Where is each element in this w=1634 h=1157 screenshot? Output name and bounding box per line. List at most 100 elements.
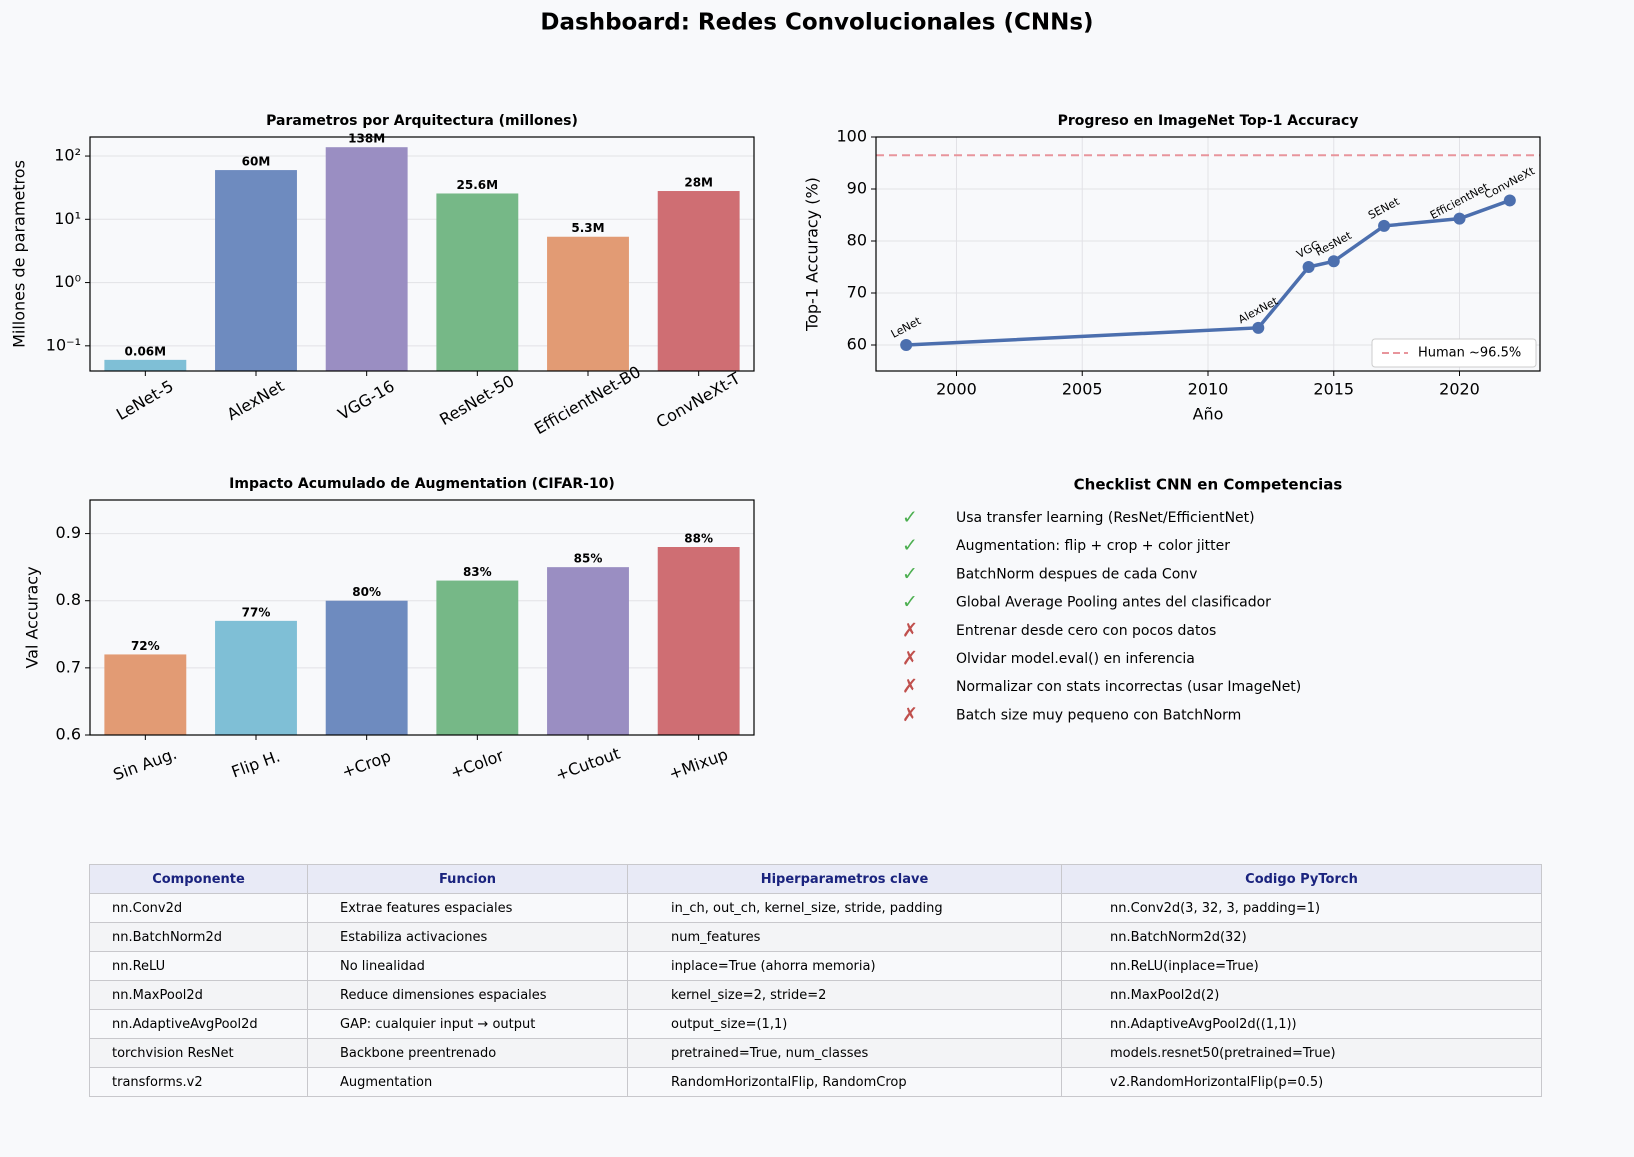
table-cell: nn.BatchNorm2d(32)	[1061, 922, 1542, 952]
table-cell: pretrained=True, num_classes	[627, 1038, 1062, 1068]
bar	[547, 567, 629, 735]
point	[1503, 194, 1516, 207]
column-header: Funcion	[307, 864, 628, 894]
table-cell: nn.AdaptiveAvgPool2d((1,1))	[1061, 1009, 1542, 1039]
table-cell: Estabiliza activaciones	[307, 922, 628, 952]
table-cell: output_size=(1,1)	[627, 1009, 1062, 1039]
table-body: nn.Conv2d Extrae features espaciales in_ch…	[89, 893, 1542, 1097]
bar	[436, 193, 519, 371]
bar	[104, 654, 187, 735]
table-cell: nn.ReLU(inplace=True)	[1061, 951, 1542, 981]
check-mark: ✓	[902, 507, 918, 529]
table-cell: inplace=True (ahorra memoria)	[627, 951, 1062, 981]
table-cell: GAP: cualquier input → output	[307, 1009, 628, 1039]
y-axis-label: Val Accuracy	[23, 566, 42, 668]
dashboard-title: Dashboard: Redes Convolucionales (CNNs)	[540, 10, 1093, 36]
check-item: Normalizar con stats incorrectas (usar I…	[956, 679, 1301, 695]
y-tick-label: 80	[847, 231, 867, 250]
bar	[325, 147, 408, 371]
bar	[436, 580, 519, 735]
y-tick-label: 10⁻¹	[46, 335, 81, 354]
chart-title: Parametros por Arquitectura (millones)	[266, 113, 578, 129]
table-cell: nn.BatchNorm2d	[89, 922, 308, 952]
charts: Dashboard: Redes Convolucionales (CNNs) …	[10, 10, 1541, 785]
point	[1252, 321, 1265, 334]
check-mark: ✓	[902, 563, 918, 585]
x-axis-label: Año	[1193, 405, 1224, 424]
table-cell: num_features	[627, 922, 1062, 952]
value-label: 28M	[684, 176, 713, 190]
check-item: Entrenar desde cero con pocos datos	[956, 623, 1216, 639]
check-item: Global Average Pooling antes del clasifi…	[956, 595, 1271, 611]
x-tick-label: 2000	[936, 380, 977, 399]
check-item: Batch size muy pequeno con BatchNorm	[956, 707, 1241, 723]
x-tick-label: +Color	[448, 746, 507, 783]
table-cell: in_ch, out_ch, kernel_size, stride, padd…	[627, 893, 1062, 923]
table-cell: nn.ReLU	[89, 951, 308, 981]
check-mark: ✓	[902, 591, 918, 613]
table-cell: RandomHorizontalFlip, RandomCrop	[627, 1067, 1062, 1097]
value-label: 60M	[242, 155, 271, 169]
point	[1453, 212, 1466, 225]
value-label: 80%	[352, 585, 381, 599]
table-row: nn.Conv2d Extrae features espaciales in_ch…	[89, 893, 1542, 923]
column-header: Codigo PyTorch	[1061, 864, 1542, 894]
axes-frame	[89, 136, 755, 372]
table-cell: No linealidad	[307, 951, 628, 981]
y-tick-label: 0.9	[56, 523, 81, 542]
x-tick-label: 2005	[1062, 380, 1103, 399]
point	[1327, 255, 1340, 268]
check-item: Usa transfer learning (ResNet/EfficientN…	[956, 510, 1255, 526]
y-tick-label: 10²	[54, 146, 81, 165]
table-row: nn.MaxPool2d Reduce dimensiones espaciale…	[89, 980, 1542, 1010]
table-header: Componente Funcion Hiperparametros clave Co…	[89, 864, 1542, 894]
y-tick-label: 0.8	[56, 590, 81, 609]
y-tick-label: 0.7	[56, 657, 81, 676]
y-tick-label: 0.6	[56, 725, 81, 744]
bar	[547, 236, 629, 371]
table-cell: nn.MaxPool2d(2)	[1061, 980, 1542, 1010]
point-label: SENet	[1366, 195, 1402, 222]
axes-frame	[89, 499, 755, 736]
x-tick-label: 2015	[1313, 380, 1354, 399]
x-tick-label: ConvNeXt-T	[653, 368, 744, 431]
bar	[657, 547, 740, 735]
bar	[215, 170, 297, 371]
check-mark: ✗	[902, 619, 918, 641]
bar	[104, 359, 187, 371]
table-cell: transforms.v2	[89, 1067, 308, 1097]
table-row: nn.ReLU No linealidad inplace=True (ahorra…	[89, 951, 1542, 981]
check-mark: ✗	[902, 676, 918, 698]
table-cell: kernel_size=2, stride=2	[627, 980, 1062, 1010]
x-tick-label: Flip H.	[229, 747, 283, 782]
y-tick-label: 10¹	[54, 209, 81, 228]
table-row: nn.AdaptiveAvgPool2d GAP: cualquier input…	[89, 1009, 1542, 1039]
table-cell: Augmentation	[307, 1067, 628, 1097]
y-tick-label: 10⁰	[54, 272, 81, 291]
x-tick-label: VGG-16	[335, 376, 398, 423]
y-tick-label: 70	[847, 283, 867, 302]
bar	[215, 620, 297, 735]
axes-frame	[875, 136, 1541, 372]
table-row: torchvision ResNet Backbone preentrenado p…	[89, 1038, 1542, 1068]
value-label: 0.06M	[125, 344, 167, 358]
legend-label: Human ~96.5%	[1418, 346, 1521, 361]
check-mark: ✗	[902, 704, 918, 726]
check-item: BatchNorm despues de cada Conv	[956, 566, 1197, 582]
x-tick-label: 2010	[1188, 380, 1229, 399]
check-item: Augmentation: flip + crop + color jitter	[956, 538, 1230, 554]
x-tick-label: +Cutout	[553, 744, 623, 785]
y-axis-label: Top-1 Accuracy (%)	[803, 177, 822, 332]
y-axis-label: Millones de parametros	[10, 160, 29, 348]
value-label: 88%	[684, 532, 713, 546]
table-cell: Extrae features espaciales	[307, 893, 628, 923]
legend-box	[1371, 338, 1537, 368]
chart-title: Impacto Acumulado de Augmentation (CIFAR…	[229, 476, 615, 492]
table-cell: Reduce dimensiones espaciales	[307, 980, 628, 1010]
table-cell: nn.Conv2d(3, 32, 3, padding=1)	[1061, 893, 1542, 923]
check-mark: ✗	[902, 648, 918, 670]
x-tick-label: 2020	[1439, 380, 1480, 399]
value-label: 5.3M	[571, 221, 604, 235]
chart-title: Progreso en ImageNet Top-1 Accuracy	[1058, 113, 1359, 129]
